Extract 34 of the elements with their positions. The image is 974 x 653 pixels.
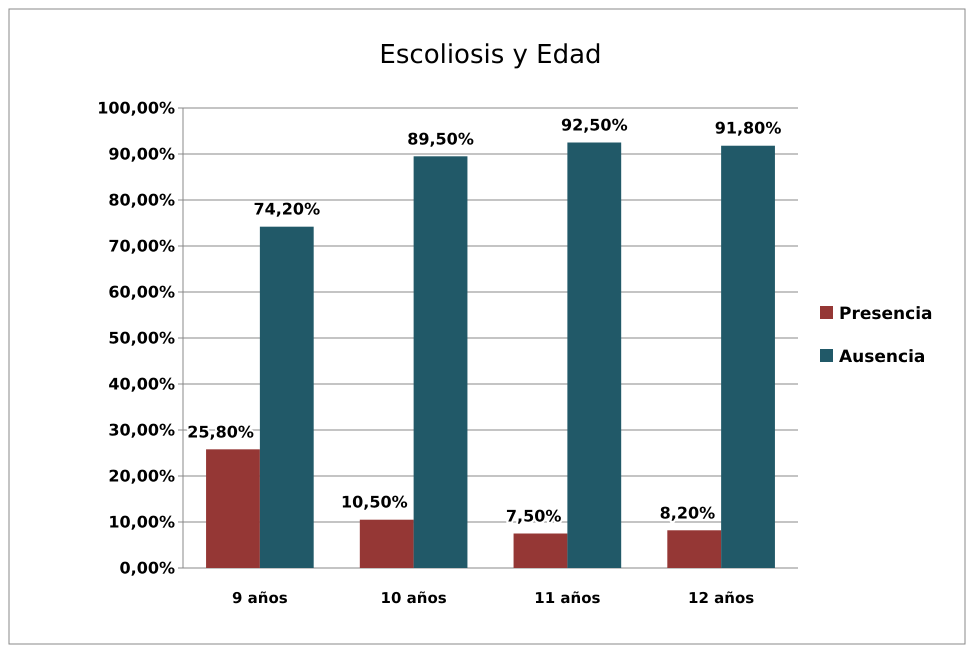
bar bbox=[414, 156, 468, 568]
bar bbox=[206, 449, 260, 568]
data-label: 25,80% bbox=[187, 422, 254, 442]
data-label: 74,20% bbox=[253, 200, 320, 219]
legend-label: Ausencia bbox=[839, 346, 926, 367]
y-tick-label: 80,00% bbox=[108, 190, 175, 210]
bar bbox=[260, 226, 314, 568]
x-tick-label: 9 años bbox=[232, 589, 288, 607]
data-label: 7,50% bbox=[506, 506, 562, 526]
y-tick-label: 90,00% bbox=[108, 144, 175, 164]
y-tick-label: 40,00% bbox=[108, 374, 175, 394]
y-tick-label: 30,00% bbox=[108, 420, 175, 440]
data-label: 8,20% bbox=[660, 503, 716, 522]
y-tick-label: 60,00% bbox=[108, 282, 175, 302]
bar bbox=[514, 534, 568, 568]
y-tick-label: 0,00% bbox=[119, 558, 175, 578]
chart-title: Escoliosis y Edad bbox=[379, 40, 602, 70]
data-label: 92,50% bbox=[560, 116, 628, 134]
data-label: 91,80% bbox=[714, 118, 782, 138]
bar bbox=[360, 520, 414, 568]
data-label: 89,50% bbox=[407, 129, 474, 148]
y-tick-label: 70,00% bbox=[108, 236, 175, 256]
x-tick-label: 10 años bbox=[380, 589, 447, 607]
y-tick-label: 20,00% bbox=[108, 466, 175, 486]
y-tick-label: 50,00% bbox=[108, 328, 175, 348]
x-tick-label: 11 años bbox=[534, 589, 601, 607]
data-label: 10,50% bbox=[340, 492, 408, 512]
bar bbox=[567, 142, 622, 568]
x-tick-label: 12 años bbox=[688, 589, 754, 607]
bar bbox=[721, 146, 775, 568]
bar bbox=[667, 530, 722, 568]
y-tick-label: 10,00% bbox=[108, 512, 175, 532]
legend-label: Presencia bbox=[839, 304, 932, 324]
y-tick-label: 100,00% bbox=[97, 98, 175, 118]
